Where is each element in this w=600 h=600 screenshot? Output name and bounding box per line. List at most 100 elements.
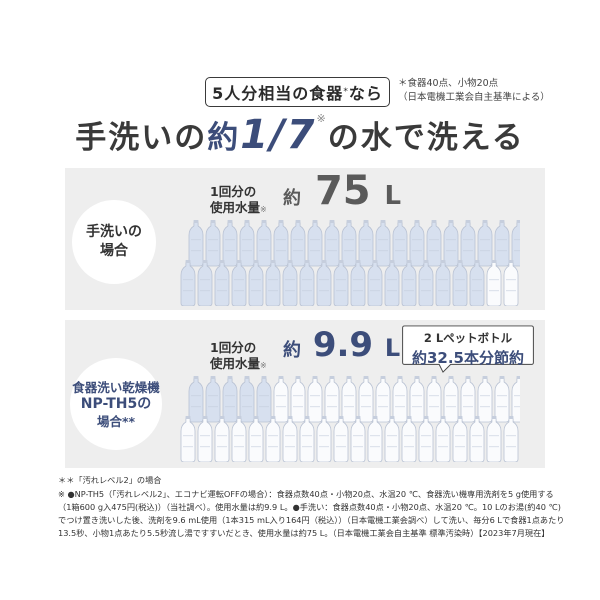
water-bottle (290, 220, 306, 267)
water-bottle (197, 416, 213, 462)
water-bottle (460, 376, 476, 423)
water-bottle (350, 416, 366, 462)
water-bottle (273, 220, 289, 267)
water-bottle (248, 260, 264, 306)
water-bottle (469, 416, 485, 462)
water-bottle (494, 220, 510, 267)
water-bottle (188, 376, 204, 423)
water-bottle (435, 416, 451, 462)
headline-approx: 約 (207, 120, 241, 156)
water-bottle (418, 260, 434, 306)
headline-fraction: 1/7 (240, 112, 317, 158)
water-bottle (333, 260, 349, 306)
water-bottle (494, 376, 510, 423)
water-bottle (248, 416, 264, 462)
water-bottle (375, 376, 391, 423)
hand-wash-approx: 約 (283, 188, 301, 209)
water-bottle (231, 416, 247, 462)
standard-note-line1: ＊食器40点、小物20点 (398, 78, 499, 89)
saving-bubble-line1: 2 Lペットボトル (423, 331, 513, 345)
water-bottle (358, 220, 374, 267)
water-bottle (426, 220, 442, 267)
water-bottle (426, 376, 442, 423)
water-bottle (222, 376, 238, 423)
water-bottle (290, 376, 306, 423)
water-bottle (469, 260, 485, 306)
water-bottle (188, 220, 204, 267)
standard-note-line2: （日本電機工業会自主基準による） (398, 92, 550, 103)
water-bottle (180, 416, 196, 462)
water-bottle (477, 220, 493, 267)
water-bottle (392, 376, 408, 423)
headline-post: の水で洗える (327, 120, 525, 156)
dishwasher-usage-value: 約 9.9 L (283, 325, 400, 365)
water-bottle (256, 376, 272, 423)
dish-count-badge: 5人分相当の食器 * なら (205, 77, 390, 107)
water-bottle (392, 220, 408, 267)
water-bottle (503, 260, 519, 306)
water-bottle (299, 260, 315, 306)
hand-wash-usage-line2: 使用水量 (210, 200, 261, 215)
water-bottle (256, 220, 272, 267)
water-bottle (418, 416, 434, 462)
water-bottle (341, 376, 357, 423)
hand-wash-usage-mark: ※ (260, 205, 267, 214)
water-bottle (265, 416, 281, 462)
water-bottle (316, 416, 332, 462)
water-bottle (239, 220, 255, 267)
hand-wash-label-line1: 手洗いの (86, 224, 142, 240)
saving-bubble-line2: 約32.5本分節約 (411, 349, 524, 367)
water-bottle (282, 416, 298, 462)
headline-pre: 手洗いの (75, 120, 208, 156)
water-bottle (273, 376, 289, 423)
dishwasher-label-line3: 場合** (96, 413, 136, 429)
water-bottle (384, 416, 400, 462)
footnote-4: でつけ置き洗いした後、洗剤を9.6 mL使用（1本315 mL入り164円（税込… (58, 515, 565, 525)
dishwasher-unit: L (384, 334, 401, 362)
badge-suffix: なら (348, 84, 383, 103)
water-bottle (316, 260, 332, 306)
water-bottle (435, 260, 451, 306)
water-bottle (452, 260, 468, 306)
water-bottle (282, 260, 298, 306)
water-bottle (367, 416, 383, 462)
water-bottle (401, 416, 417, 462)
dishwasher-usage-mark: ※ (260, 361, 267, 370)
water-bottle (375, 220, 391, 267)
water-bottle (299, 416, 315, 462)
dishwasher-label-line1: 食器洗い乾燥機 (72, 379, 160, 395)
hand-wash-usage-value: 約 75 L (283, 168, 401, 214)
water-bottle (511, 220, 520, 267)
water-bottle (486, 416, 502, 462)
water-bottle (401, 260, 417, 306)
headline: 手洗いの約1/7※の水で洗える (0, 112, 600, 158)
water-bottle (460, 220, 476, 267)
water-bottle (341, 220, 357, 267)
water-bottle (231, 260, 247, 306)
water-bottle (477, 376, 493, 423)
hand-wash-usage-line1: 1回分の (210, 184, 257, 199)
dishwasher-value: 9.9 (312, 325, 374, 365)
water-bottle (384, 260, 400, 306)
footnote-1: ＊＊「汚れレベル2」の場合 (58, 475, 162, 485)
dishwasher-bottle-grid (180, 376, 520, 462)
water-bottle (239, 376, 255, 423)
saving-bubble (402, 325, 534, 373)
water-bottle (205, 220, 221, 267)
water-bottle (197, 260, 213, 306)
water-bottle (503, 416, 519, 462)
water-bottle (180, 260, 196, 306)
water-bottle (214, 416, 230, 462)
hand-wash-label-line2: 場合 (100, 243, 128, 259)
dishwasher-label-line2: NP-TH5の (80, 395, 152, 412)
water-bottle (452, 416, 468, 462)
water-bottle (486, 260, 502, 306)
hand-wash-usage-label: 1回分の 使用水量※ (210, 184, 267, 218)
dishwasher-approx: 約 (283, 340, 301, 361)
hand-wash-bottle-grid (180, 220, 520, 306)
hand-wash-value: 75 (314, 168, 371, 214)
water-bottle (367, 260, 383, 306)
water-bottle (205, 376, 221, 423)
water-bottle (409, 220, 425, 267)
water-bottle (214, 260, 230, 306)
